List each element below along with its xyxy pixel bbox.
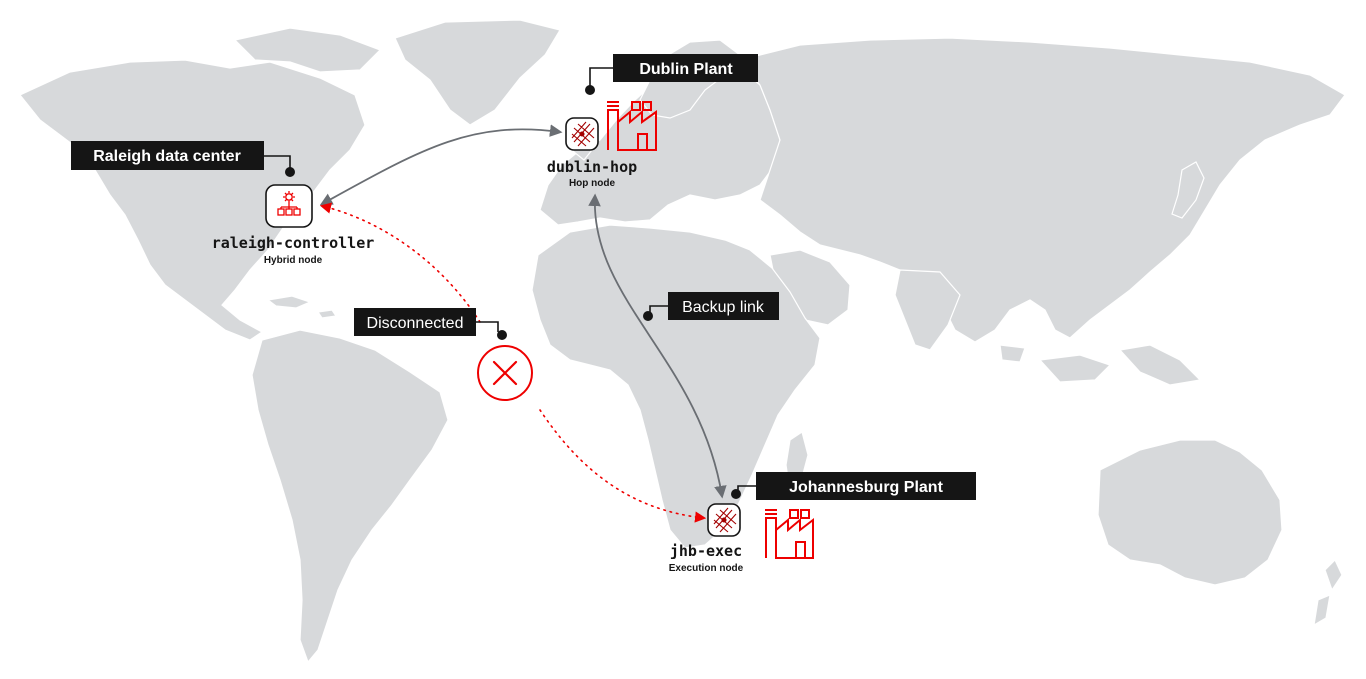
caribbean-islands bbox=[266, 295, 338, 319]
johannesburg-label-box bbox=[756, 472, 976, 500]
dublin-callout: Dublin Plant bbox=[585, 54, 758, 95]
japan-landmass bbox=[1171, 161, 1205, 219]
backup-leader-dot bbox=[643, 311, 653, 321]
disconnected-label-box bbox=[354, 308, 476, 336]
johannesburg-callout: Johannesburg Plant bbox=[731, 472, 976, 500]
factory-icon bbox=[765, 509, 814, 559]
controller-hierarchy-icon bbox=[277, 191, 301, 216]
backup-link-label-box bbox=[668, 292, 779, 320]
raleigh-location-label: Raleigh data center bbox=[93, 148, 241, 165]
india-landmass bbox=[894, 269, 961, 351]
disconnected-label: Disconnected bbox=[367, 315, 464, 332]
raleigh-leader-dot bbox=[285, 167, 295, 177]
dublin-node[interactable]: dublin-hop Hop node bbox=[547, 101, 657, 189]
dublin-leader-dot bbox=[585, 85, 595, 95]
backup-link-line bbox=[588, 193, 727, 499]
dublin-location-label: Dublin Plant bbox=[639, 61, 733, 78]
raleigh-callout: Raleigh data center bbox=[71, 141, 295, 177]
jhb-node-name: jhb-exec bbox=[670, 542, 742, 560]
backup-link-callout: Backup link bbox=[643, 292, 779, 321]
greenland-landmass bbox=[394, 19, 561, 126]
south-america-landmass bbox=[251, 329, 449, 664]
backup-link-label: Backup link bbox=[682, 299, 765, 316]
disconnected-leader-line bbox=[476, 321, 499, 332]
arctic-islands-landmass bbox=[233, 27, 382, 73]
disconnected-link-lower bbox=[539, 409, 707, 523]
johannesburg-leader-dot bbox=[731, 489, 741, 499]
se-asia-islands bbox=[999, 344, 1202, 386]
disconnected-callout: Disconnected bbox=[354, 308, 507, 340]
links-layer bbox=[319, 124, 727, 523]
dublin-leader-line bbox=[589, 67, 613, 88]
jhb-node[interactable]: jhb-exec Execution node bbox=[669, 503, 814, 574]
link-raleigh-dublin bbox=[319, 124, 563, 206]
north-america-landmass bbox=[19, 59, 366, 341]
disconnected-leader-dot bbox=[497, 330, 507, 340]
dublin-node-name: dublin-hop bbox=[547, 158, 637, 176]
factory-icon bbox=[607, 101, 657, 151]
mesh-node-icon bbox=[571, 121, 595, 147]
dublin-node-type: Hop node bbox=[569, 178, 616, 189]
new-zealand-landmass bbox=[1313, 558, 1343, 627]
australia-landmass bbox=[1097, 439, 1283, 586]
backup-leader-line bbox=[649, 305, 668, 314]
dublin-label-box bbox=[613, 54, 758, 82]
raleigh-node-type: Hybrid node bbox=[264, 255, 323, 266]
raleigh-node[interactable]: raleigh-controller Hybrid node bbox=[212, 184, 375, 266]
mesh-node-icon bbox=[713, 507, 737, 533]
disconnected-link-upper bbox=[319, 202, 481, 323]
jhb-node-type: Execution node bbox=[669, 563, 744, 574]
raleigh-node-name: raleigh-controller bbox=[212, 234, 375, 252]
asia-landmass bbox=[738, 37, 1346, 343]
raleigh-label-box bbox=[71, 141, 264, 170]
disconnected-x-icon bbox=[477, 345, 533, 401]
raleigh-leader-line bbox=[264, 155, 291, 170]
johannesburg-location-label: Johannesburg Plant bbox=[789, 479, 943, 496]
